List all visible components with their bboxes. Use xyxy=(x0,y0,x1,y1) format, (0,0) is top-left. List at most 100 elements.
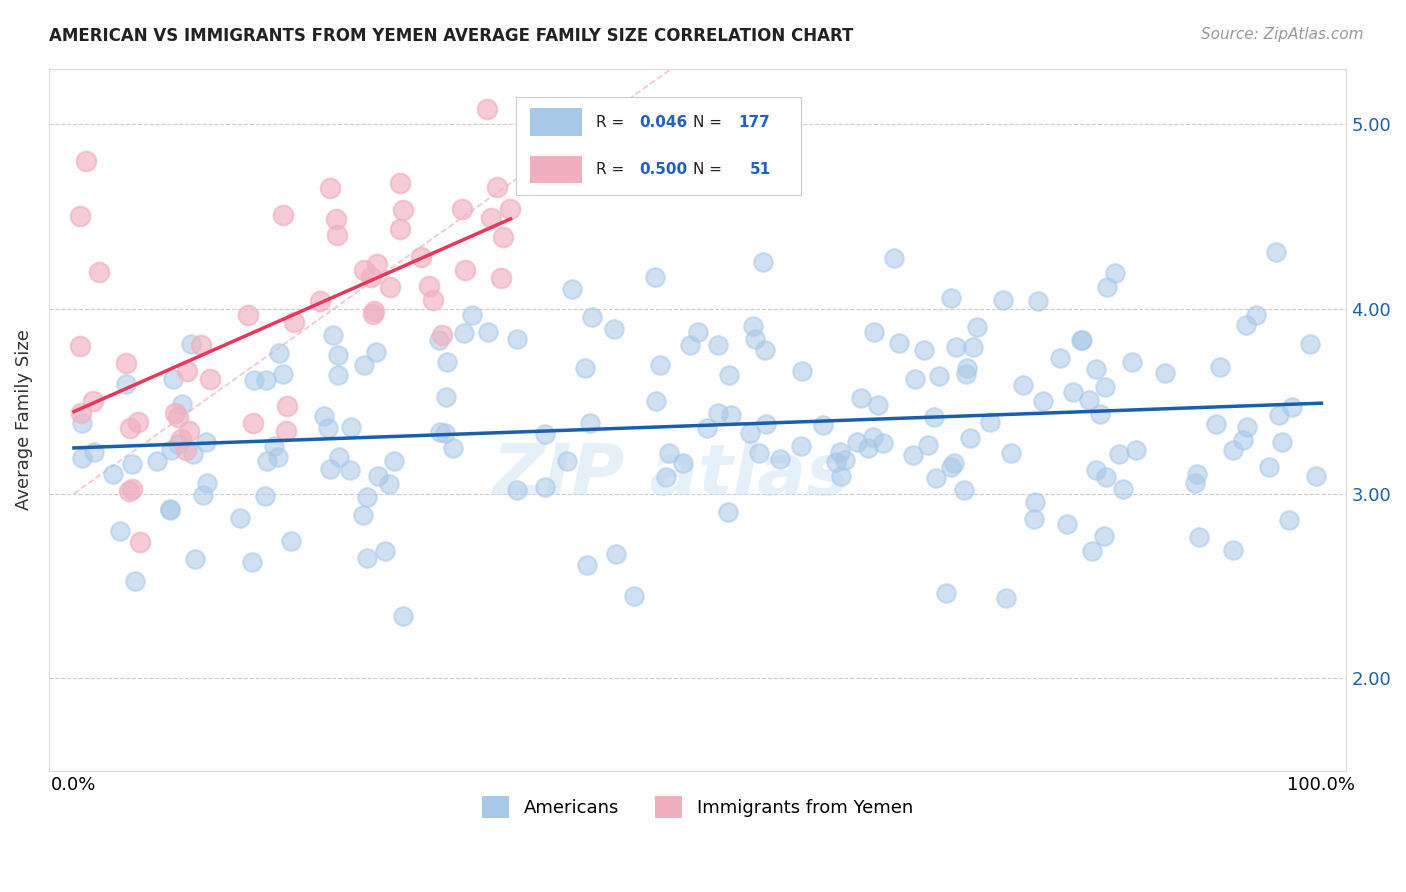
Point xyxy=(356,490,378,504)
Point xyxy=(340,419,363,434)
Point xyxy=(887,336,910,351)
Point xyxy=(956,361,979,376)
Point xyxy=(441,441,464,455)
Point xyxy=(121,457,143,471)
Point xyxy=(366,256,388,270)
Point xyxy=(69,406,91,420)
Point xyxy=(461,308,484,322)
Point xyxy=(266,450,288,465)
Point xyxy=(1056,517,1078,532)
Point xyxy=(411,250,433,264)
Point xyxy=(505,333,527,347)
Point xyxy=(672,456,695,470)
Point xyxy=(179,424,201,438)
Point xyxy=(69,339,91,353)
Point xyxy=(184,551,207,566)
Point xyxy=(846,434,869,449)
Point xyxy=(1108,447,1130,461)
Point xyxy=(1236,420,1258,434)
Point xyxy=(1271,434,1294,449)
Point xyxy=(318,181,340,195)
Point xyxy=(454,263,477,277)
Legend: Americans, Immigrants from Yemen: Americans, Immigrants from Yemen xyxy=(475,789,921,825)
Point xyxy=(129,534,152,549)
Point xyxy=(254,373,277,387)
Point xyxy=(605,547,627,561)
Y-axis label: Average Family Size: Average Family Size xyxy=(15,329,32,510)
Point xyxy=(1012,378,1035,392)
Point xyxy=(574,361,596,376)
Point xyxy=(276,399,298,413)
Point xyxy=(959,431,981,445)
Point xyxy=(489,271,512,285)
Point xyxy=(917,438,939,452)
Point xyxy=(353,359,375,373)
Point xyxy=(242,373,264,387)
Point xyxy=(363,304,385,318)
Point xyxy=(378,477,401,491)
Point xyxy=(603,322,626,336)
Point xyxy=(679,338,702,352)
Point xyxy=(912,343,935,358)
Point xyxy=(1268,408,1291,422)
Point xyxy=(1299,337,1322,351)
Point xyxy=(579,417,602,431)
Point xyxy=(114,356,136,370)
Point xyxy=(644,394,666,409)
Point xyxy=(1085,463,1108,477)
Point xyxy=(581,310,603,324)
Point xyxy=(121,483,143,497)
Point xyxy=(360,270,382,285)
Point xyxy=(966,319,988,334)
Point xyxy=(1244,308,1267,322)
Point xyxy=(1062,384,1084,399)
Point xyxy=(623,589,645,603)
Point xyxy=(813,417,835,432)
Point xyxy=(198,372,221,386)
Point xyxy=(181,447,204,461)
Point xyxy=(115,376,138,391)
Point xyxy=(533,427,555,442)
Point xyxy=(790,438,813,452)
Point xyxy=(922,410,945,425)
Point xyxy=(475,102,498,116)
Point xyxy=(834,453,856,467)
Point xyxy=(276,424,298,438)
Point xyxy=(162,372,184,386)
Point xyxy=(979,415,1001,429)
Point xyxy=(127,415,149,429)
Point xyxy=(326,227,349,242)
Point xyxy=(166,409,188,424)
Point xyxy=(1024,512,1046,526)
Point xyxy=(1094,470,1116,484)
Point xyxy=(325,211,347,226)
Point xyxy=(1281,400,1303,414)
Point xyxy=(742,318,765,333)
Point xyxy=(1232,434,1254,448)
Point xyxy=(380,280,402,294)
Point xyxy=(124,574,146,588)
Point xyxy=(236,308,259,322)
Point xyxy=(768,451,790,466)
Point xyxy=(555,454,578,468)
Point xyxy=(388,176,411,190)
Point xyxy=(862,430,884,444)
Point xyxy=(901,448,924,462)
Point xyxy=(655,470,678,484)
Point xyxy=(863,325,886,339)
Point xyxy=(1234,318,1257,332)
Point xyxy=(322,327,344,342)
Point xyxy=(356,551,378,566)
Point xyxy=(928,368,950,383)
Point xyxy=(1278,513,1301,527)
Point xyxy=(70,450,93,465)
Text: Source: ZipAtlas.com: Source: ZipAtlas.com xyxy=(1201,27,1364,42)
Point xyxy=(389,222,412,236)
Point xyxy=(717,505,740,519)
Point xyxy=(283,315,305,329)
Point xyxy=(939,460,962,475)
Point xyxy=(1049,351,1071,366)
Point xyxy=(361,307,384,321)
Point xyxy=(432,328,454,343)
Point xyxy=(1264,244,1286,259)
